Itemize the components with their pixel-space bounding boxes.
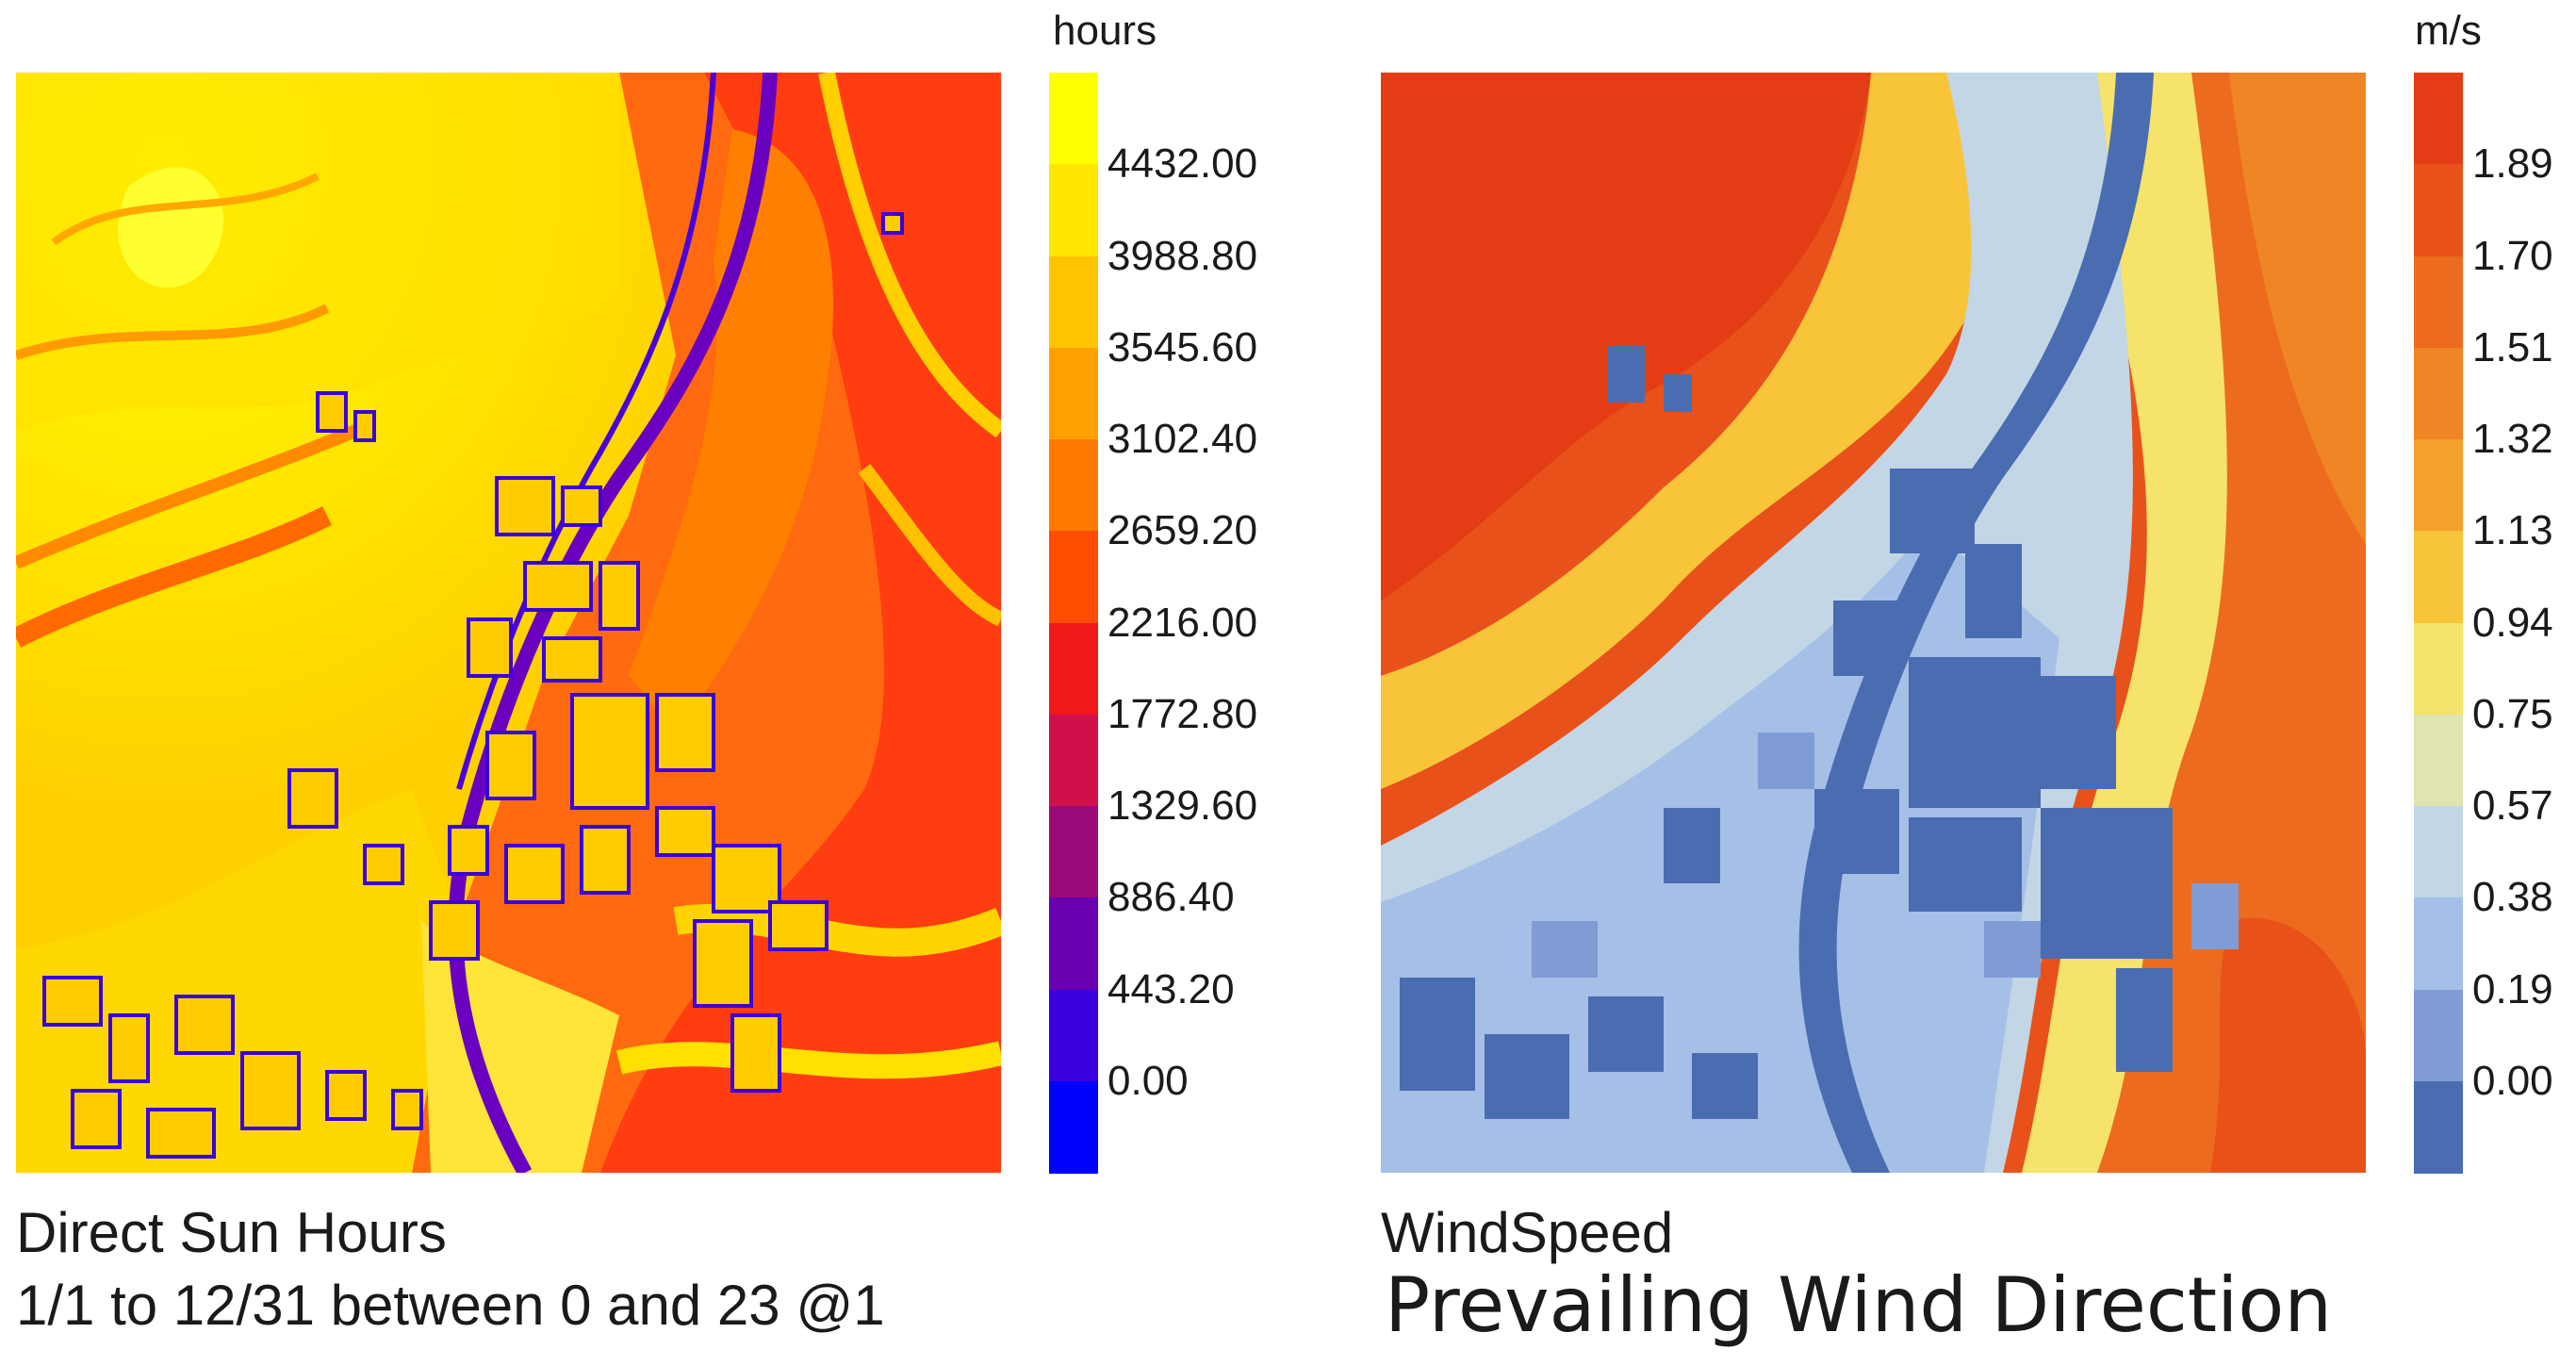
legend-swatch — [2414, 347, 2463, 440]
legend-tick: 1.51 — [2472, 323, 2553, 370]
legend-swatch — [1049, 255, 1098, 349]
legend-swatch — [1049, 622, 1098, 716]
wind-speed-legend-ticks: 1.89 1.70 1.51 1.32 1.13 0.94 0.75 0.57 … — [2472, 73, 2576, 1173]
wind-speed-map — [1381, 73, 2366, 1173]
legend-unit-hours: hours — [1053, 8, 1157, 54]
legend-swatch — [2414, 714, 2463, 807]
legend-tick: 443.20 — [1108, 965, 1235, 1012]
legend-swatch — [2414, 806, 2463, 899]
legend-swatch — [1049, 347, 1098, 440]
legend-tick: 1.13 — [2472, 507, 2553, 554]
legend-swatch — [1049, 897, 1098, 991]
legend-swatch — [1049, 531, 1098, 624]
legend-tick: 1.89 — [2472, 140, 2553, 188]
sun-hours-legend-ticks: 4432.00 3988.80 3545.60 3102.40 2659.20 … — [1108, 73, 1296, 1173]
legend-tick: 2216.00 — [1108, 599, 1258, 646]
sun-hours-subtitle: 1/1 to 12/31 between 0 and 23 @1 — [16, 1274, 885, 1337]
legend-tick: 1.70 — [2472, 232, 2553, 279]
legend-tick: 1772.80 — [1108, 690, 1258, 737]
legend-swatch — [1049, 1080, 1098, 1174]
sun-hours-map — [16, 73, 1001, 1173]
legend-tick: 4432.00 — [1108, 140, 1258, 188]
legend-swatch — [1049, 989, 1098, 1082]
legend-swatch — [2414, 255, 2463, 349]
sun-hours-color-legend — [1049, 73, 1098, 1174]
legend-swatch — [2414, 1080, 2463, 1174]
legend-tick: 2659.20 — [1108, 507, 1258, 554]
legend-swatch — [2414, 897, 2463, 991]
legend-swatch — [2414, 531, 2463, 624]
legend-swatch — [2414, 622, 2463, 716]
legend-swatch — [1049, 164, 1098, 257]
legend-swatch — [1049, 714, 1098, 807]
legend-tick: 1.32 — [2472, 416, 2553, 462]
legend-tick: 0.94 — [2472, 599, 2553, 646]
wind-speed-color-legend — [2414, 73, 2463, 1174]
legend-tick: 3102.40 — [1108, 416, 1258, 462]
legend-tick: 1329.60 — [1108, 782, 1258, 829]
legend-swatch — [2414, 439, 2463, 533]
legend-tick: 3988.80 — [1108, 232, 1258, 279]
legend-swatch — [2414, 73, 2463, 166]
legend-tick: 0.38 — [2472, 874, 2553, 921]
legend-swatch — [2414, 989, 2463, 1082]
wind-speed-title: WindSpeed — [1381, 1201, 1674, 1264]
legend-tick: 886.40 — [1108, 874, 1235, 921]
legend-unit-ms: m/s — [2415, 8, 2482, 54]
legend-tick: 0.00 — [1108, 1057, 1189, 1104]
legend-swatch — [1049, 73, 1098, 166]
sun-hours-title: Direct Sun Hours — [16, 1201, 447, 1264]
legend-swatch — [1049, 806, 1098, 899]
legend-tick: 3545.60 — [1108, 323, 1258, 370]
legend-tick: 0.00 — [2472, 1057, 2553, 1104]
legend-tick: 0.19 — [2472, 965, 2553, 1012]
legend-swatch — [1049, 439, 1098, 533]
legend-tick: 0.57 — [2472, 782, 2553, 829]
legend-swatch — [2414, 164, 2463, 257]
legend-tick: 0.75 — [2472, 690, 2553, 737]
wind-speed-subtitle: Prevailing Wind Direction — [1385, 1261, 2333, 1349]
